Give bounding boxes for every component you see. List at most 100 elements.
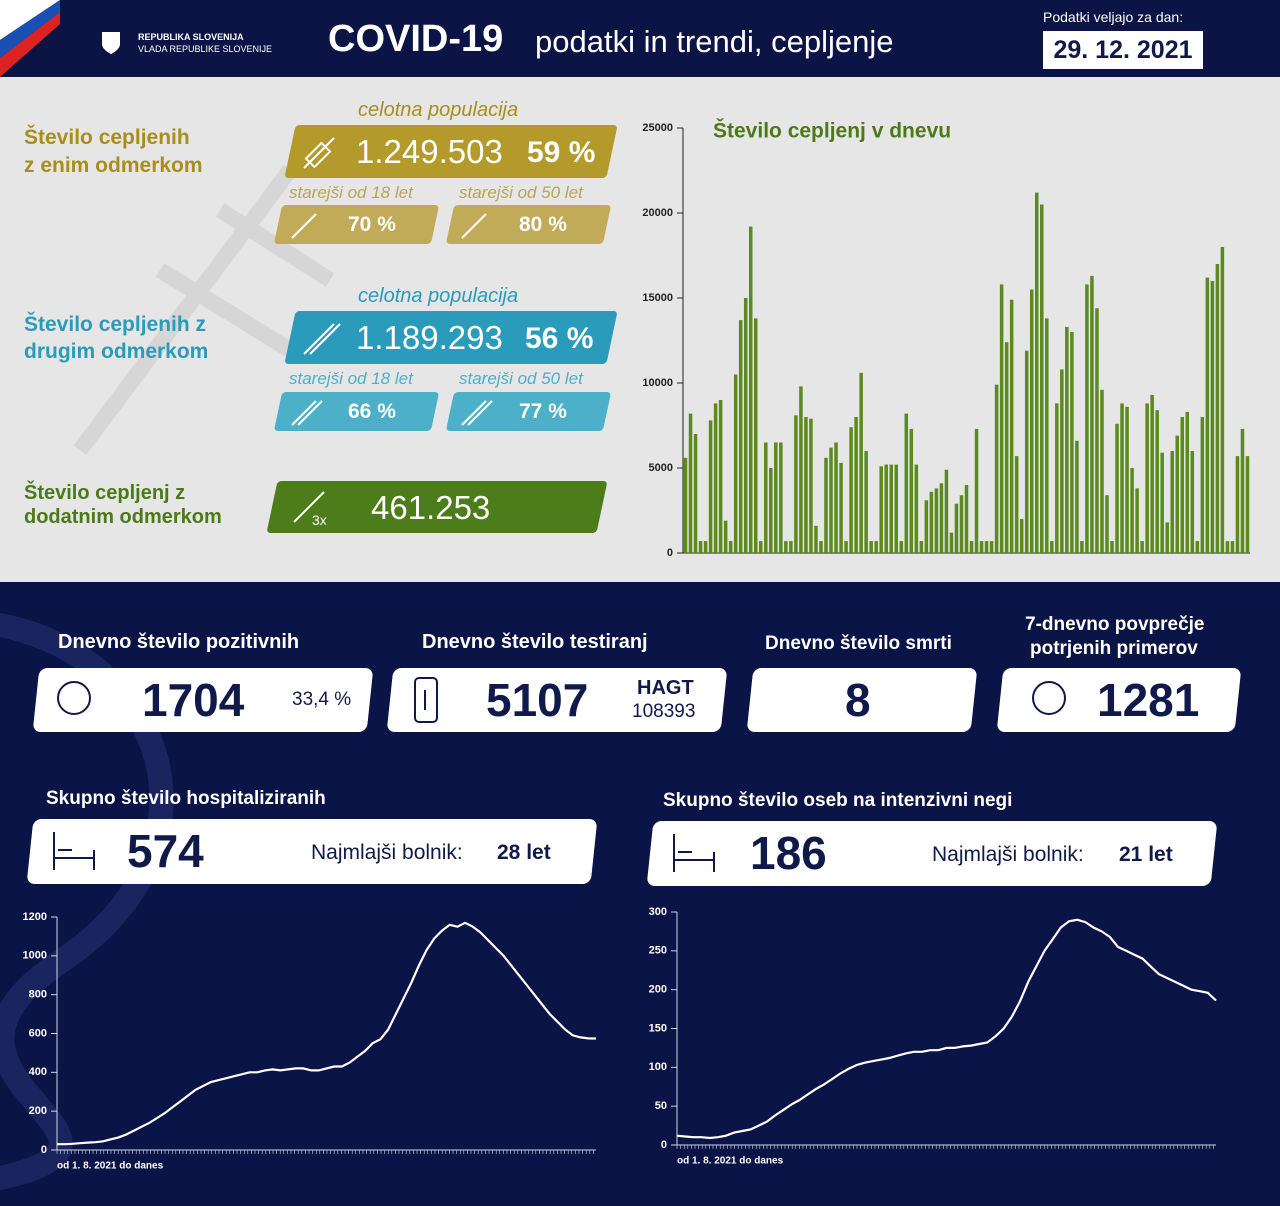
bar: [738, 320, 743, 553]
bar: [814, 525, 818, 553]
stat-title: 7-dnevno povprečje: [1025, 614, 1205, 635]
bar: [889, 464, 893, 553]
dose-label: Število cepljenih z: [24, 313, 207, 336]
y-tick-label: 50: [655, 1100, 667, 1112]
bar: [879, 466, 883, 553]
dose-label: drugim odmerkom: [24, 340, 209, 363]
bar: [1075, 440, 1079, 553]
org-name: VLADA REPUBLIKE SLOVENIJE: [138, 44, 273, 54]
y-tick-label: 200: [29, 1105, 47, 1117]
bar: [698, 541, 703, 553]
bar: [1014, 456, 1019, 553]
date-label: Podatki veljajo za dan:: [1043, 9, 1184, 25]
bar: [994, 384, 999, 553]
population-label: celotna populacija: [358, 99, 519, 121]
y-tick-label: 0: [661, 1139, 667, 1151]
y-tick-label: 20000: [642, 207, 673, 219]
bar: [1190, 451, 1195, 553]
dose-percent: 59 %: [527, 136, 596, 169]
bar: [789, 541, 793, 553]
age-percent: 77 %: [519, 400, 567, 423]
bar: [1065, 326, 1069, 553]
bar: [964, 485, 969, 553]
bar: [1095, 308, 1099, 553]
bar: [884, 464, 888, 553]
bar: [1140, 541, 1144, 553]
bar: [713, 403, 718, 553]
bar: [919, 541, 924, 553]
population-label: celotna populacija: [358, 285, 519, 307]
y-tick-label: 1000: [23, 950, 47, 962]
bar: [688, 413, 693, 553]
bar: [1009, 299, 1014, 553]
bar: [1175, 435, 1179, 553]
bar: [1145, 403, 1149, 553]
chart-title: Število cepljenj v dnevu: [713, 119, 951, 143]
dose-label: z enim odmerkom: [24, 154, 203, 177]
bar: [974, 428, 979, 553]
bar: [1225, 541, 1230, 553]
bar: [979, 541, 984, 553]
bar: [1045, 318, 1049, 553]
bar: [723, 520, 728, 553]
bar: [764, 442, 768, 553]
multiplier: 3x: [312, 512, 327, 528]
bar: [849, 427, 853, 553]
bar: [834, 442, 838, 553]
bar: [959, 495, 964, 553]
bar: [1215, 264, 1220, 553]
age-label: starejši od 18 let: [289, 183, 413, 202]
bar: [1150, 394, 1154, 553]
bar: [769, 468, 773, 553]
stat-share: 33,4 %: [292, 689, 352, 710]
bar: [1090, 275, 1094, 553]
bar: [989, 541, 994, 553]
bar: [1245, 456, 1250, 553]
bar: [914, 464, 919, 553]
card-title: Skupno število hospitaliziranih: [46, 788, 326, 809]
bar: [869, 541, 873, 553]
y-tick-label: 200: [649, 984, 667, 996]
bar: [909, 428, 914, 553]
stat-title: Dnevno število pozitivnih: [58, 631, 300, 653]
bar: [1120, 403, 1124, 553]
bar: [824, 457, 828, 553]
series-line: [676, 918, 1217, 1140]
syringe-watermark: [73, 165, 335, 455]
bar: [969, 541, 974, 553]
y-tick-label: 600: [29, 1027, 47, 1039]
bar: [1110, 541, 1114, 553]
stat-value: 8: [845, 674, 871, 726]
dose-count: 1.189.293: [356, 319, 503, 356]
icu-chart: 0 50 100 150 200 250 300 od 1. 8. 2021 do danes: [649, 906, 1217, 1167]
dose-count: 461.253: [371, 489, 491, 526]
stat-value: 5107: [486, 674, 589, 726]
age-percent: 70 %: [348, 213, 396, 236]
bar: [894, 464, 899, 553]
bar: [804, 417, 808, 553]
bed-icons: [53, 832, 715, 872]
bar: [1170, 451, 1174, 553]
bar: [1200, 417, 1205, 553]
bar: [1060, 369, 1064, 553]
bar: [874, 541, 878, 553]
dose-percent: 56 %: [525, 322, 594, 355]
bar: [708, 420, 713, 553]
bar: [1115, 423, 1119, 553]
y-tick-label: 15000: [642, 292, 673, 304]
hospital-chart: 0 200 400 600 800 1000 1200 od 1. 8. 2021 do da…: [23, 911, 597, 1172]
bar: [1220, 247, 1225, 553]
bar: [1195, 541, 1200, 553]
bar: [1240, 428, 1245, 553]
bar: [829, 447, 833, 553]
bar: [899, 541, 904, 553]
dose-label: dodatnim odmerkom: [24, 506, 222, 528]
bar: [1050, 541, 1054, 553]
age-label: starejši od 18 let: [289, 369, 413, 388]
stat-value: 1281: [1097, 674, 1200, 726]
stat-title: potrjenih primerov: [1030, 638, 1198, 659]
age-percent: 66 %: [348, 400, 396, 423]
bar: [954, 503, 959, 553]
bar: [1185, 411, 1190, 553]
